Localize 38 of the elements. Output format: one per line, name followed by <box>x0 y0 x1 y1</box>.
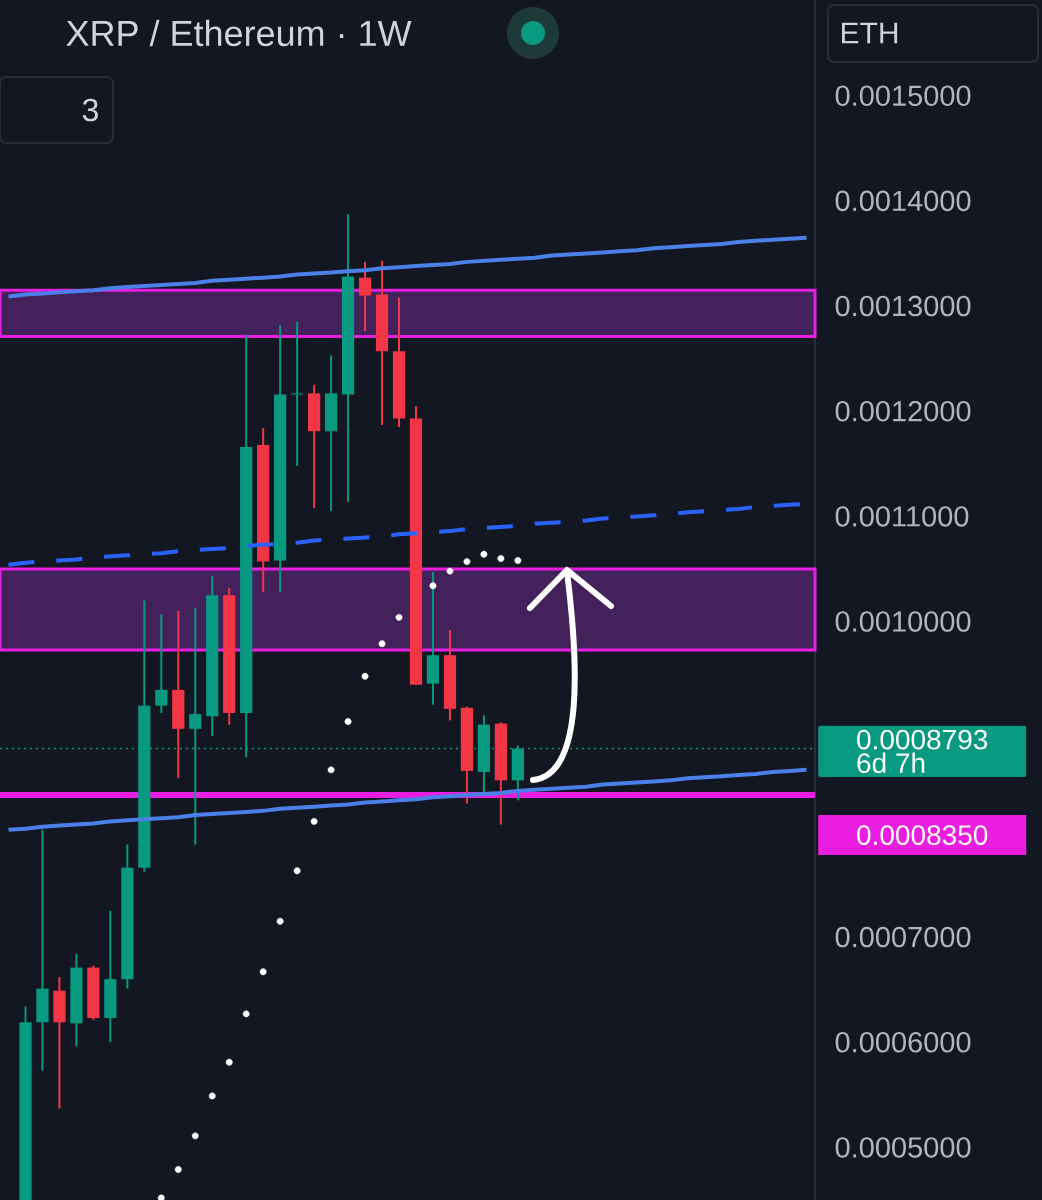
point <box>446 567 454 575</box>
candlestick <box>291 320 304 467</box>
candlestick <box>358 260 372 333</box>
y-tick-label: 0.0012000 <box>835 400 971 422</box>
point <box>225 1058 233 1066</box>
point <box>242 1010 250 1018</box>
point <box>191 1132 199 1140</box>
point <box>293 867 301 875</box>
point <box>514 557 522 564</box>
annotation: 3 <box>82 98 98 122</box>
point <box>208 1092 216 1100</box>
candlestick <box>155 613 168 715</box>
point <box>174 1166 182 1173</box>
point <box>429 582 437 590</box>
y-tick-label: 0.0014000 <box>835 190 971 212</box>
chart-title: XRP / Ethereum · 1W <box>66 19 412 47</box>
point <box>259 968 267 976</box>
point <box>463 558 471 566</box>
point <box>327 766 335 774</box>
y-tick-label: 0.0007000 <box>835 926 971 948</box>
point <box>480 550 488 558</box>
point <box>361 672 369 680</box>
text: 6d 7h <box>857 752 925 774</box>
point <box>276 917 284 925</box>
point <box>378 640 386 648</box>
point <box>310 817 318 825</box>
y-tick-label: 0.0015000 <box>835 85 971 106</box>
y-tick-label: 0.0006000 <box>835 1031 971 1053</box>
ref-line-label: 0.0008350 <box>857 825 988 845</box>
point <box>395 613 403 621</box>
point <box>497 555 505 562</box>
y-tick-label: 0.0013000 <box>835 295 971 317</box>
point <box>344 718 352 725</box>
y-tick-label: 0.0010000 <box>835 611 971 632</box>
y-tick-label: 0.0005000 <box>835 1137 971 1158</box>
ref-line-label: 0.0008793 <box>857 729 988 750</box>
y-tick-label: 0.0011000 <box>835 506 969 527</box>
text: ETH <box>842 22 898 44</box>
